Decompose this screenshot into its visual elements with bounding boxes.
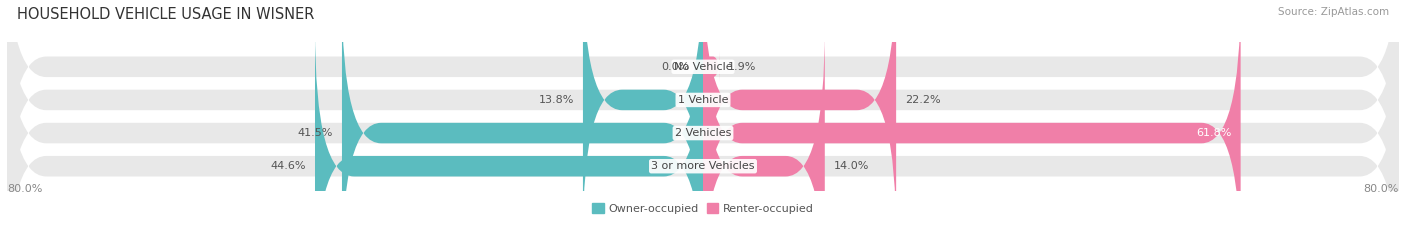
Text: 3 or more Vehicles: 3 or more Vehicles bbox=[651, 161, 755, 171]
Legend: Owner-occupied, Renter-occupied: Owner-occupied, Renter-occupied bbox=[588, 199, 818, 218]
FancyBboxPatch shape bbox=[703, 27, 825, 233]
Text: HOUSEHOLD VEHICLE USAGE IN WISNER: HOUSEHOLD VEHICLE USAGE IN WISNER bbox=[17, 7, 315, 22]
Text: 14.0%: 14.0% bbox=[834, 161, 869, 171]
Text: 44.6%: 44.6% bbox=[271, 161, 307, 171]
Text: 22.2%: 22.2% bbox=[905, 95, 941, 105]
Text: 1.9%: 1.9% bbox=[728, 62, 756, 72]
Text: 80.0%: 80.0% bbox=[7, 184, 42, 194]
FancyBboxPatch shape bbox=[7, 0, 1399, 233]
FancyBboxPatch shape bbox=[7, 27, 1399, 233]
FancyBboxPatch shape bbox=[342, 0, 703, 233]
FancyBboxPatch shape bbox=[703, 0, 1240, 233]
FancyBboxPatch shape bbox=[583, 0, 703, 233]
Text: 1 Vehicle: 1 Vehicle bbox=[678, 95, 728, 105]
Text: 0.0%: 0.0% bbox=[662, 62, 690, 72]
Text: 13.8%: 13.8% bbox=[538, 95, 574, 105]
Text: No Vehicle: No Vehicle bbox=[673, 62, 733, 72]
FancyBboxPatch shape bbox=[703, 0, 896, 233]
FancyBboxPatch shape bbox=[7, 0, 1399, 233]
FancyBboxPatch shape bbox=[7, 0, 1399, 206]
Text: 80.0%: 80.0% bbox=[1364, 184, 1399, 194]
Text: 2 Vehicles: 2 Vehicles bbox=[675, 128, 731, 138]
Text: 61.8%: 61.8% bbox=[1197, 128, 1232, 138]
FancyBboxPatch shape bbox=[315, 27, 703, 233]
FancyBboxPatch shape bbox=[703, 52, 720, 82]
Text: 41.5%: 41.5% bbox=[298, 128, 333, 138]
Text: Source: ZipAtlas.com: Source: ZipAtlas.com bbox=[1278, 7, 1389, 17]
